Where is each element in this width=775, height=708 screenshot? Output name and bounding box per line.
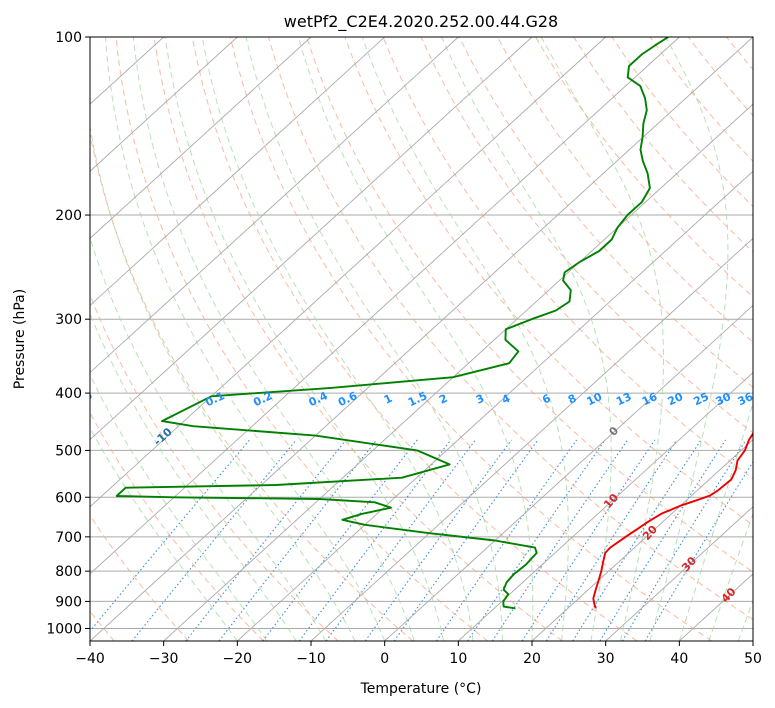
plot-area: -100-90-80-70-60-50-40-30-20-10010203040… (72, 37, 756, 641)
y-axis-ticks: 100 200 300 400 500 600 700 800 900 1000 (46, 30, 90, 637)
moist-adiabat-line (90, 236, 327, 641)
x-tick-label: 50 (744, 651, 762, 667)
isotherm-line (237, 170, 753, 641)
isotherm-line (90, 37, 680, 575)
y-tick-label: 300 (55, 312, 82, 328)
dry-adiabat-line (191, 37, 638, 641)
y-tick-label: 1000 (46, 621, 82, 637)
mixing-ratio-label: 36 (736, 390, 756, 408)
x-tick-label: 40 (670, 651, 688, 667)
mixing-ratio-line (599, 439, 727, 641)
mixing-ratio-label: 20 (666, 390, 686, 408)
y-axis-title: Pressure (hPa) (12, 289, 28, 389)
y-tick-label: 700 (55, 530, 82, 546)
isotherm-line (458, 371, 753, 641)
moist-adiabat-line (201, 37, 474, 641)
moist-adiabat-line (90, 426, 238, 641)
moist-adiabat-line (297, 37, 534, 641)
isotherm-line (90, 37, 533, 441)
dry-adiabat-label: -20 (72, 389, 96, 412)
mixing-ratio-line (298, 439, 452, 641)
isotherm-line (90, 37, 606, 508)
dewpoint-profile-line (115, 37, 669, 610)
y-tick-label: 100 (55, 30, 82, 46)
y-tick-label: 200 (55, 208, 82, 224)
x-axis-ticks: −40 −30 −20 −10 0 10 20 30 40 50 (75, 641, 762, 667)
isotherm-line (531, 439, 753, 641)
dry-adiabat-line (90, 514, 190, 641)
temperature-profile-line (592, 37, 753, 609)
y-tick-label: 800 (55, 564, 82, 580)
mixing-ratio-label: 13 (614, 390, 633, 408)
mixing-ratio-line (364, 439, 512, 641)
moist-adiabat-line (649, 37, 729, 641)
moist-adiabat-line (361, 37, 569, 641)
moist-adiabat-line (441, 37, 612, 641)
mixing-ratio-line (572, 439, 702, 641)
moist-adiabat-line (678, 401, 753, 641)
moist-adiabat-line (105, 37, 386, 641)
isotherm-line (90, 37, 459, 374)
dry-adiabat-line (306, 37, 753, 573)
dry-adiabat-line (90, 411, 264, 641)
mixing-ratio-line (545, 439, 678, 641)
dry-adiabat-line (90, 293, 339, 641)
dry-adiabat-line (115, 37, 488, 641)
chart-title: wetPf2_C2E4.2020.252.00.44.G28 (284, 12, 558, 32)
x-tick-label: −40 (75, 651, 105, 667)
mixing-ratio-line (491, 439, 629, 641)
y-tick-label: 500 (55, 443, 82, 459)
x-tick-label: 20 (523, 651, 541, 667)
mixing-ratio-line (644, 460, 753, 641)
mixing-ratio-line (218, 439, 378, 641)
moist-adiabat-line (540, 37, 664, 641)
sounding-series (115, 37, 753, 610)
x-tick-label: 10 (449, 651, 467, 667)
mixing-ratio-label: 25 (692, 390, 711, 408)
isotherm-line (90, 37, 238, 172)
dry-adiabat-line (268, 37, 753, 621)
dry-adiabat-line (90, 131, 414, 641)
x-tick-label: −20 (223, 651, 253, 667)
isotherm-line (310, 237, 753, 641)
dry-adiabat-line (229, 37, 712, 641)
mixing-ratio-line (325, 439, 476, 641)
mixing-ratio-lines (90, 439, 753, 641)
mixing-ratio-line (621, 439, 747, 641)
y-tick-label: 900 (55, 594, 82, 610)
mixing-ratio-line (131, 439, 297, 641)
mixing-ratio-line (521, 439, 656, 641)
isotherm-line (90, 37, 385, 307)
x-tick-label: −30 (149, 651, 179, 667)
mixing-ratio-line (467, 439, 606, 641)
y-tick-label: 400 (55, 386, 82, 402)
x-tick-label: 0 (380, 651, 389, 667)
y-tick-label: 600 (55, 490, 82, 506)
pressure-gridlines (90, 37, 753, 629)
dry-adiabat-line (153, 37, 563, 641)
dry-adiabat-line (535, 37, 753, 298)
x-axis-title: Temperature (°C) (360, 681, 482, 697)
isotherm-lines (90, 37, 753, 641)
isotherm-line (163, 103, 753, 641)
isotherm-line (605, 506, 753, 641)
x-tick-label: −10 (296, 651, 326, 667)
mixing-ratio-line (435, 439, 578, 641)
x-tick-label: 30 (597, 651, 615, 667)
mixing-ratio-label: 10 (585, 390, 605, 408)
moist-adiabat-line (164, 37, 445, 641)
moist-adiabat-line (245, 37, 503, 641)
mixing-ratio-label: 30 (714, 390, 734, 408)
plot-frame (89, 36, 754, 642)
mixing-ratio-label: 16 (640, 390, 660, 408)
isotherm-line (90, 37, 312, 239)
